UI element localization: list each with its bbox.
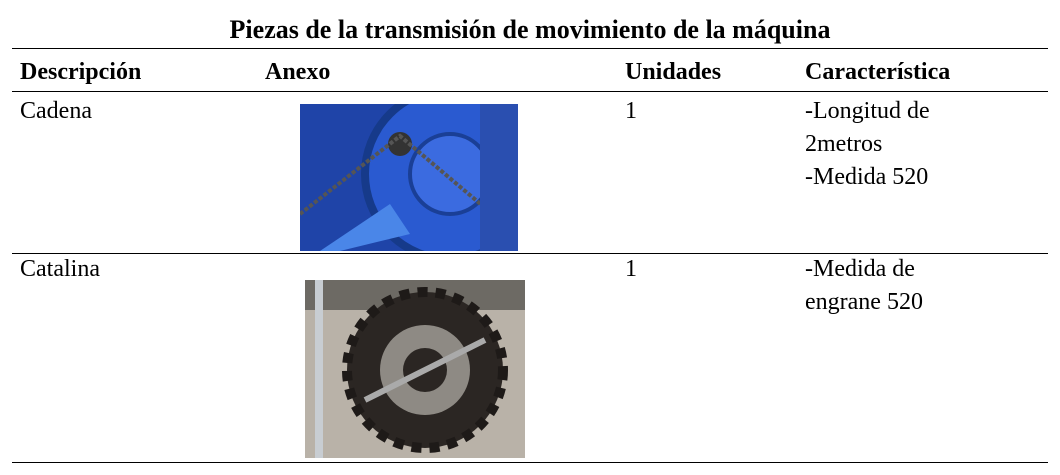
cell-description: Cadena [20, 98, 92, 124]
cell-feature: -Medida 520 [805, 164, 929, 190]
cell-feature: -Longitud de 2metros [805, 98, 930, 157]
header: Anexo [265, 59, 331, 85]
sprocket-photo [305, 280, 525, 458]
header: Unidades [625, 59, 722, 85]
header: Característica [805, 59, 951, 85]
cell-units: 1 [625, 256, 637, 282]
header: Descripción [20, 59, 142, 85]
cell-feature: -Medida de engrane 520 [805, 256, 923, 315]
chain-photo [300, 104, 518, 251]
cell-description: Catalina [20, 256, 100, 282]
cell-units: 1 [625, 98, 637, 124]
rule [12, 462, 1048, 463]
table-title: Piezas de la transmisión de movimiento d… [229, 15, 831, 44]
rule [12, 91, 1048, 92]
rule [12, 253, 1048, 254]
rule [12, 48, 1048, 49]
